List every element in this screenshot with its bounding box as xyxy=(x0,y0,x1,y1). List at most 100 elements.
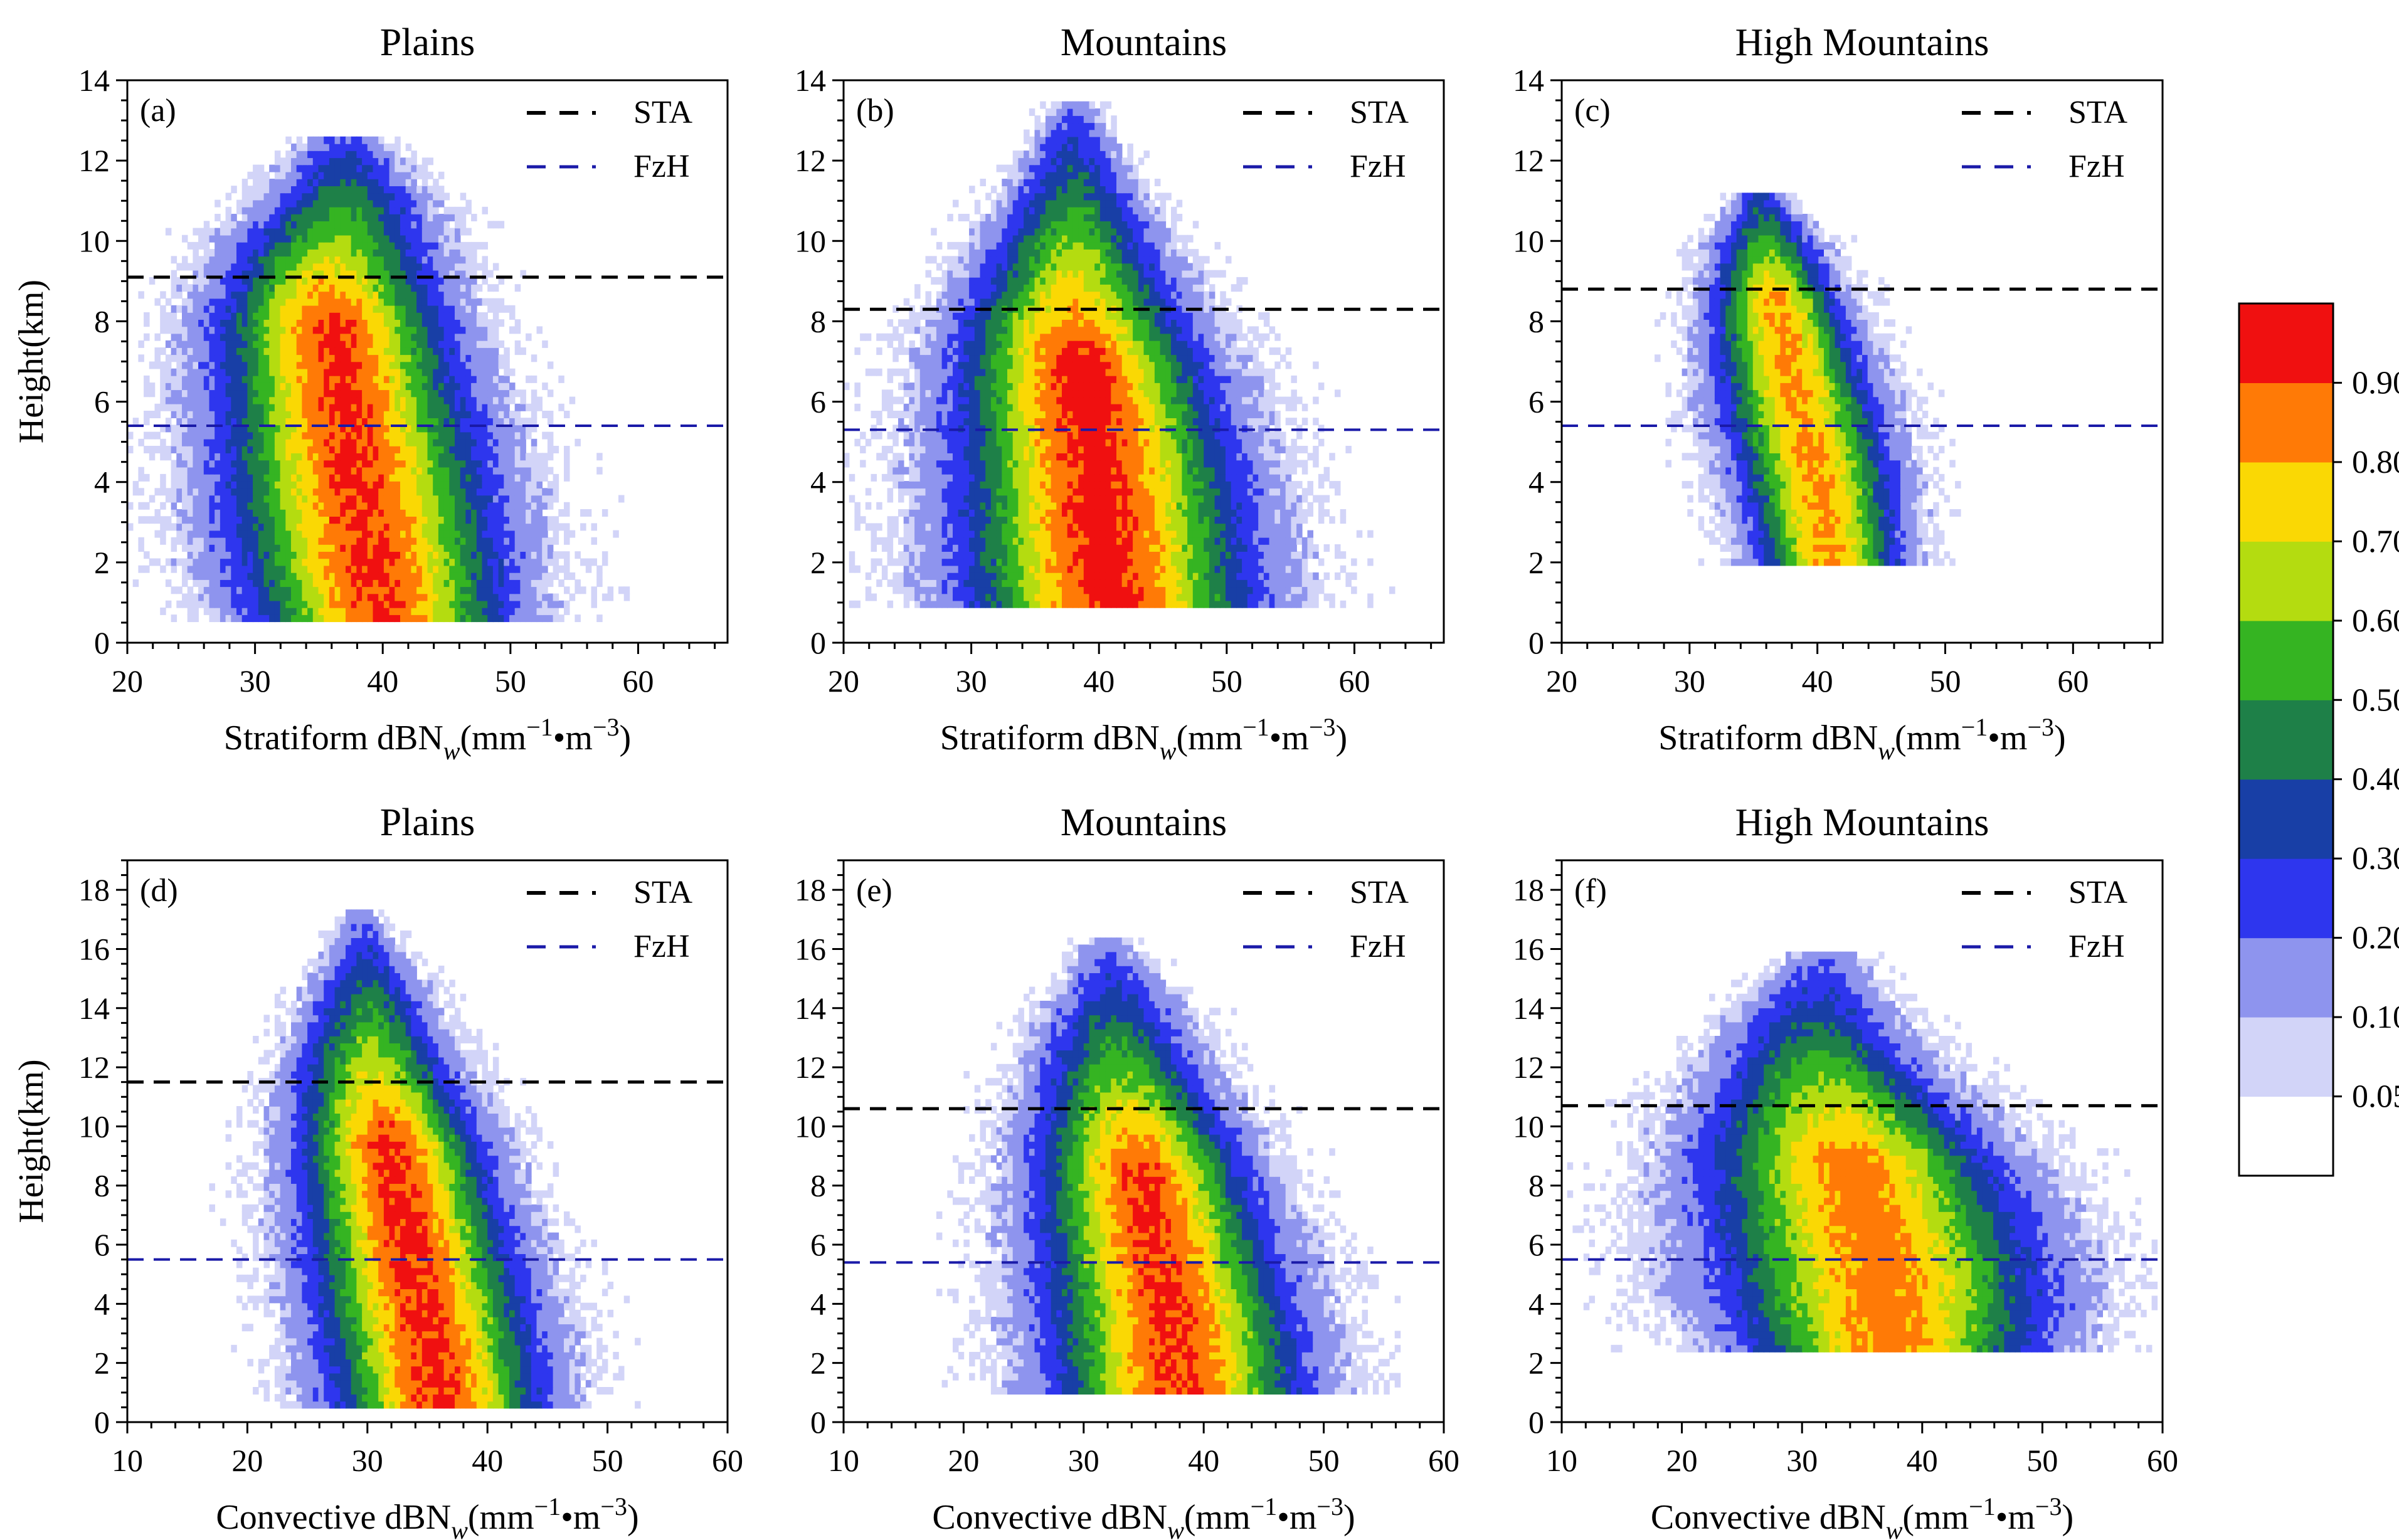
frequency-cell xyxy=(476,403,483,411)
frequency-cell xyxy=(340,263,346,271)
frequency-cell xyxy=(471,593,477,601)
frequency-cell xyxy=(373,340,379,348)
frequency-cell xyxy=(346,460,352,468)
frequency-cell xyxy=(291,495,297,503)
frequency-cell xyxy=(400,298,406,306)
frequency-cell xyxy=(203,544,210,552)
frequency-cell xyxy=(247,214,253,221)
frequency-cell xyxy=(296,586,303,594)
frequency-cell xyxy=(263,593,270,601)
frequency-cell xyxy=(356,565,363,573)
frequency-cell xyxy=(269,607,275,615)
frequency-cell xyxy=(526,593,532,601)
frequency-cell xyxy=(416,572,423,580)
frequency-cell xyxy=(476,375,483,383)
frequency-cell xyxy=(171,270,177,278)
frequency-cell xyxy=(378,523,384,531)
frequency-cell xyxy=(367,192,374,201)
frequency-cell xyxy=(1242,579,1248,588)
frequency-cell xyxy=(958,579,965,588)
frequency-cell xyxy=(471,579,477,588)
frequency-cell xyxy=(383,354,390,362)
frequency-cell xyxy=(263,319,270,327)
frequency-cell xyxy=(395,333,401,341)
frequency-cell xyxy=(531,565,538,573)
frequency-cell xyxy=(269,509,275,517)
frequency-cell xyxy=(263,579,270,588)
frequency-cell xyxy=(443,530,450,538)
frequency-cell xyxy=(531,551,538,559)
frequency-cell xyxy=(274,368,281,376)
frequency-cell xyxy=(427,312,433,320)
frequency-cell xyxy=(378,530,384,538)
frequency-cell xyxy=(307,572,314,580)
frequency-cell xyxy=(405,586,412,594)
frequency-cell xyxy=(421,453,428,461)
frequency-cell xyxy=(526,481,532,489)
frequency-cell xyxy=(307,235,314,243)
frequency-cell xyxy=(220,572,226,580)
frequency-cell xyxy=(296,558,303,566)
frequency-cell xyxy=(1089,572,1095,580)
frequency-cell xyxy=(482,467,488,475)
frequency-cell xyxy=(553,558,559,566)
frequency-cell xyxy=(471,488,477,496)
frequency-cell xyxy=(280,593,287,601)
frequency-cell xyxy=(433,396,439,404)
frequency-cell xyxy=(553,446,559,453)
frequency-cell xyxy=(362,326,368,334)
frequency-cell xyxy=(455,530,461,538)
frequency-cell xyxy=(171,586,177,594)
frequency-cell xyxy=(253,305,259,313)
frequency-cell xyxy=(1291,593,1297,601)
frequency-cell xyxy=(460,389,467,398)
frequency-cell xyxy=(1187,600,1194,608)
frequency-cell xyxy=(395,537,401,545)
frequency-cell xyxy=(1138,551,1145,559)
frequency-cell xyxy=(258,502,265,510)
frequency-cell xyxy=(285,425,292,433)
frequency-cell xyxy=(258,270,265,278)
frequency-cell xyxy=(241,333,248,341)
frequency-cell xyxy=(176,403,183,411)
frequency-cell xyxy=(329,565,336,573)
frequency-cell xyxy=(443,509,450,517)
frequency-cell xyxy=(373,607,379,615)
frequency-cell xyxy=(476,284,483,292)
frequency-cell xyxy=(225,403,232,411)
frequency-cell xyxy=(1056,586,1062,594)
frequency-cell xyxy=(367,368,374,376)
frequency-cell xyxy=(1105,551,1112,559)
frequency-cell xyxy=(443,319,450,327)
frequency-cell xyxy=(214,326,221,334)
frequency-cell xyxy=(263,192,270,201)
frequency-cell xyxy=(318,593,324,601)
frequency-cell xyxy=(471,347,477,356)
frequency-cell xyxy=(236,389,243,398)
frequency-cell xyxy=(324,263,330,271)
frequency-cell xyxy=(389,221,396,229)
frequency-cell xyxy=(351,460,357,468)
frequency-cell xyxy=(231,326,237,334)
frequency-cell xyxy=(416,551,423,559)
frequency-cell xyxy=(296,235,303,243)
frequency-cell xyxy=(455,453,461,461)
frequency-cell xyxy=(383,537,390,545)
frequency-cell xyxy=(263,291,270,299)
frequency-cell xyxy=(400,396,406,404)
frequency-cell xyxy=(324,206,330,214)
frequency-cell xyxy=(362,495,368,503)
frequency-cell xyxy=(334,579,341,588)
frequency-cell xyxy=(378,467,384,475)
frequency-cell xyxy=(220,438,226,446)
frequency-cell xyxy=(1258,600,1264,608)
frequency-cell xyxy=(1133,586,1139,594)
frequency-cell xyxy=(465,368,472,376)
frequency-cell xyxy=(312,143,319,151)
frequency-cell xyxy=(285,228,292,236)
frequency-cell xyxy=(187,572,194,580)
frequency-cell xyxy=(291,396,297,404)
frequency-cell xyxy=(492,558,499,566)
frequency-cell xyxy=(383,530,390,538)
frequency-cell xyxy=(378,291,384,299)
